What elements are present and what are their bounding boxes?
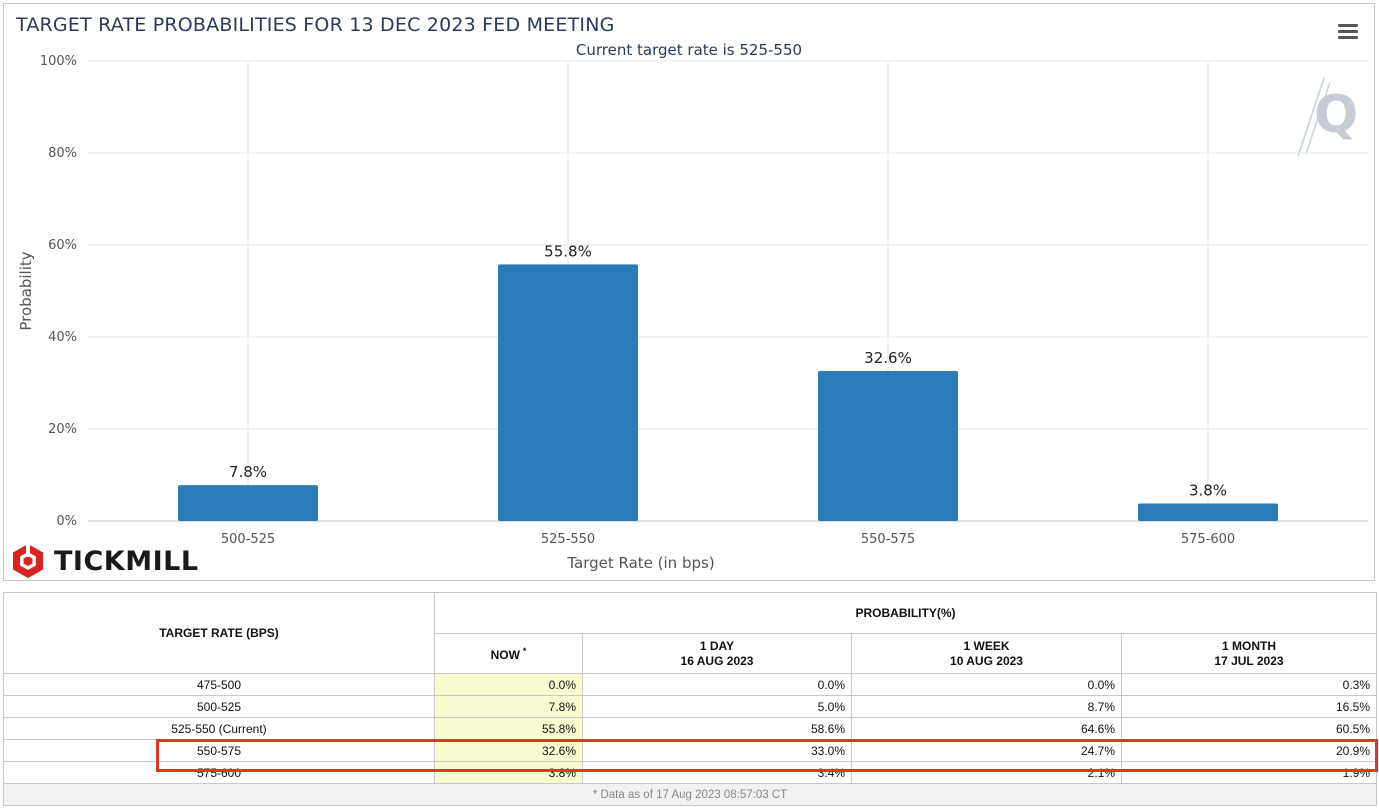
probability-cell: 20.9%: [1121, 739, 1377, 762]
probability-cell: 24.7%: [851, 739, 1122, 762]
target-rate-cell: 475-500: [3, 673, 435, 696]
x-tick-label: 500-525: [221, 532, 275, 547]
column-header: 1 DAY 16 AUG 2023: [582, 633, 852, 674]
column-header-date: 16 AUG 2023: [680, 653, 754, 668]
probability-cell: 2.1%: [851, 761, 1122, 784]
y-tick-label: 80%: [48, 146, 77, 161]
table-row: 575-600 3.8% 3.4% 2.1% 1.9%: [3, 761, 1377, 784]
bar-data-label: 3.8%: [1189, 482, 1227, 500]
tickmill-logo: TICKMILL: [10, 539, 199, 583]
bar: [178, 485, 318, 521]
y-axis-title: Probability: [17, 251, 35, 330]
column-header: NOW *: [434, 633, 583, 674]
data-timestamp-footer: * Data as of 17 Aug 2023 08:57:03 CT: [3, 783, 1377, 806]
column-header-date: 17 JUL 2023: [1214, 653, 1284, 668]
bar-data-label: 7.8%: [229, 463, 267, 481]
rate-header: TARGET RATE (BPS): [3, 592, 435, 674]
bar: [1138, 503, 1278, 521]
bar: [818, 371, 958, 521]
probability-cell: 0.0%: [582, 673, 852, 696]
probability-cell: 58.6%: [582, 717, 852, 740]
column-header-label: 1 MONTH: [1222, 638, 1276, 653]
target-rate-cell: 500-525: [3, 695, 435, 718]
probability-cell: 0.0%: [851, 673, 1122, 696]
table-row: 475-500 0.0% 0.0% 0.0% 0.3%: [3, 673, 1377, 696]
bar: [498, 264, 638, 521]
x-tick-label: 575-600: [1181, 532, 1235, 547]
column-header: 1 WEEK 10 AUG 2023: [851, 633, 1122, 674]
q-watermark-icon: Q: [1297, 77, 1358, 157]
y-tick-label: 20%: [48, 422, 77, 437]
svg-text:Q: Q: [1314, 85, 1358, 145]
probability-cell: 33.0%: [582, 739, 852, 762]
probability-cell: 1.9%: [1121, 761, 1377, 784]
probability-table: TARGET RATE (BPS) PROBABILITY(%) NOW * 1 D…: [3, 592, 1377, 806]
y-tick-label: 100%: [40, 54, 77, 69]
y-tick-label: 40%: [48, 330, 77, 345]
probability-cell: 32.6%: [434, 739, 583, 762]
column-header-label: 1 DAY: [699, 638, 735, 653]
chart-subtitle: Current target rate is 525-550: [575, 41, 803, 59]
column-header-label: NOW: [490, 648, 520, 662]
x-tick-label: 550-575: [861, 532, 915, 547]
table-row: 500-525 7.8% 5.0% 8.7% 16.5%: [3, 695, 1377, 718]
y-tick-label: 0%: [56, 514, 77, 529]
bar-data-label: 32.6%: [864, 349, 912, 367]
probability-cell: 0.3%: [1121, 673, 1377, 696]
table-row: 550-575 32.6% 33.0% 24.7% 20.9%: [3, 739, 1377, 762]
probability-cell: 8.7%: [851, 695, 1122, 718]
bar-chart: 0% 20% 40% 60% 80% 100% 7.8% 500-525 55.8% 525-55…: [17, 54, 1368, 572]
probability-cell: 3.8%: [434, 761, 583, 784]
target-rate-cell: 525-550 (Current): [3, 717, 435, 740]
x-axis-title: Target Rate (in bps): [566, 554, 714, 572]
column-header-label: 1 WEEK: [963, 638, 1010, 653]
bar-data-label: 55.8%: [544, 242, 592, 260]
probability-cell: 64.6%: [851, 717, 1122, 740]
table-row: 525-550 (Current) 55.8% 58.6% 64.6% 60.5%: [3, 717, 1377, 740]
probability-cell: 7.8%: [434, 695, 583, 718]
probability-cell: 16.5%: [1121, 695, 1377, 718]
chart-title: TARGET RATE PROBABILITIES FOR 13 DEC 202…: [16, 14, 615, 36]
probability-cell: 5.0%: [582, 695, 852, 718]
column-header: 1 MONTH 17 JUL 2023: [1121, 633, 1377, 674]
logo-text: TICKMILL: [54, 545, 199, 577]
probability-cell: 55.8%: [434, 717, 583, 740]
probability-cell: 60.5%: [1121, 717, 1377, 740]
chart-panel: TARGET RATE PROBABILITIES FOR 13 DEC 202…: [3, 3, 1375, 581]
hamburger-menu-icon[interactable]: [1338, 24, 1358, 40]
target-rate-cell: 550-575: [3, 739, 435, 762]
column-header-date: 10 AUG 2023: [950, 653, 1023, 668]
probability-header: PROBABILITY(%): [434, 592, 1377, 634]
target-rate-cell: 575-600: [3, 761, 435, 784]
asterisk-mark: *: [522, 646, 527, 656]
tickmill-logo-icon: [13, 543, 43, 578]
probability-cell: 3.4%: [582, 761, 852, 784]
probability-cell: 0.0%: [434, 673, 583, 696]
x-tick-label: 525-550: [541, 532, 595, 547]
y-tick-label: 60%: [48, 238, 77, 253]
